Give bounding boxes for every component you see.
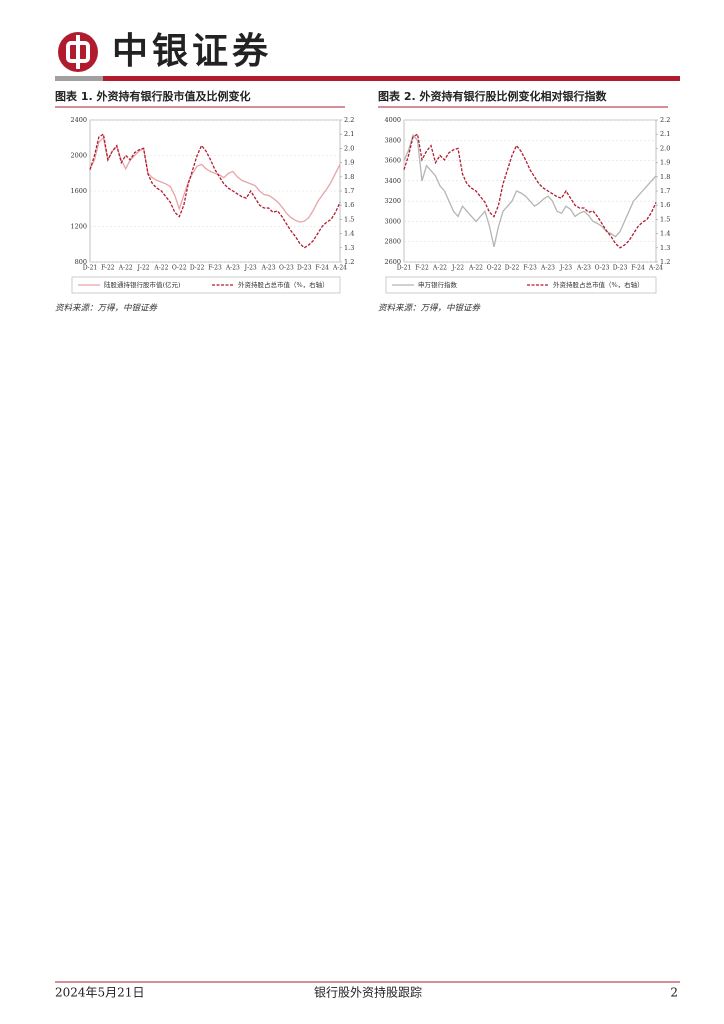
footer-date: 2024年5月21日	[55, 986, 144, 1000]
logo	[58, 32, 98, 72]
x-tick-label: A-23	[225, 265, 240, 272]
y2-tick-label: 1.9	[660, 159, 670, 167]
y2-tick-label: 1.3	[344, 244, 354, 252]
y2-tick-label: 1.9	[344, 159, 354, 167]
x-tick-label: A-22	[153, 265, 168, 272]
y2-tick-label: 2.1	[660, 130, 670, 138]
legend-label: 外资持股占总市值（%，右轴）	[553, 280, 644, 289]
y-tick-label: 4000	[384, 116, 401, 124]
x-tick-label: A-22	[468, 265, 483, 272]
x-tick-label: O-22	[172, 265, 187, 272]
y2-tick-label: 2.2	[660, 116, 670, 124]
y2-tick-label: 1.6	[660, 201, 670, 209]
y-tick-label: 800	[75, 258, 87, 266]
logo-bar	[76, 35, 80, 69]
y2-tick-label: 1.2	[344, 258, 354, 266]
y-tick-label: 2400	[70, 116, 87, 124]
x-tick-label: A-24	[332, 265, 347, 272]
y2-tick-label: 1.6	[344, 201, 354, 209]
chart-title: 图表 1. 外资持有银行股市值及比例变化	[55, 89, 251, 103]
y-tick-label: 3600	[384, 157, 401, 165]
x-tick-label: J-23	[244, 265, 257, 272]
y-tick-label: 2800	[384, 238, 401, 246]
y2-tick-label: 1.2	[660, 258, 670, 266]
y2-tick-label: 2.2	[344, 116, 354, 124]
x-tick-label: A-23	[540, 265, 555, 272]
y-tick-label: 1200	[70, 223, 87, 231]
x-tick-label: A-23	[576, 265, 591, 272]
y2-tick-label: 1.8	[660, 173, 670, 181]
y-tick-label: 2600	[384, 258, 401, 266]
x-tick-label: F-23	[208, 265, 222, 272]
x-tick-label: F-24	[631, 265, 645, 272]
legend-box	[71, 276, 341, 294]
legend-box	[385, 276, 657, 294]
y2-tick-label: 1.4	[660, 230, 670, 238]
y-tick-label: 3400	[384, 177, 401, 185]
source: 资料来源：万得，中银证券	[378, 303, 482, 314]
legend-label: 外资持股占总市值（%，右轴）	[238, 280, 329, 289]
x-tick-label: A-22	[432, 265, 447, 272]
x-tick-label: O-22	[487, 265, 502, 272]
y-tick-label: 3000	[384, 217, 401, 225]
series-line	[89, 136, 341, 223]
y2-tick-label: 2.0	[660, 144, 670, 152]
x-tick-label: D-23	[297, 265, 312, 272]
x-tick-label: D-22	[505, 265, 520, 272]
y2-tick-label: 1.7	[344, 187, 354, 195]
y2-tick-label: 2.0	[344, 144, 354, 152]
y-tick-label: 2000	[70, 152, 87, 160]
y2-tick-label: 1.4	[344, 230, 354, 238]
source: 资料来源：万得，中银证券	[55, 303, 159, 314]
chart-title: 图表 2. 外资持有银行股比例变化相对银行指数	[378, 89, 607, 103]
brand: 中银证券	[112, 30, 272, 72]
series-line	[403, 133, 657, 247]
x-tick-label: D-23	[613, 265, 628, 272]
legend-label: 陆股通持银行股市值(亿元)	[104, 280, 181, 289]
y2-tick-label: 1.7	[660, 187, 670, 195]
footer-report: 银行股外资持股跟踪	[314, 985, 422, 1000]
x-tick-label: J-23	[559, 265, 572, 272]
y-tick-label: 3200	[384, 197, 401, 205]
series-line	[403, 133, 657, 249]
x-tick-label: O-23	[595, 265, 610, 272]
x-tick-label: D-21	[83, 265, 98, 272]
y2-tick-label: 1.5	[660, 215, 670, 223]
x-tick-label: D-21	[397, 265, 412, 272]
header-rule-red	[103, 76, 680, 81]
footer-page: 2	[670, 986, 678, 1000]
y-tick-label: 1600	[70, 187, 87, 195]
y2-tick-label: 1.5	[344, 215, 354, 223]
x-tick-label: F-22	[101, 265, 115, 272]
y2-tick-label: 1.8	[344, 173, 354, 181]
y2-tick-label: 2.1	[344, 130, 354, 138]
x-tick-label: J-22	[137, 265, 150, 272]
x-tick-label: O-23	[279, 265, 294, 272]
x-tick-label: D-22	[190, 265, 205, 272]
plot-frame	[403, 119, 657, 263]
x-tick-label: F-22	[415, 265, 429, 272]
x-tick-label: A-24	[648, 265, 663, 272]
legend-label: 申万银行指数	[418, 280, 458, 289]
x-tick-label: F-24	[315, 265, 329, 272]
x-tick-label: A-22	[118, 265, 133, 272]
x-tick-label: F-23	[523, 265, 537, 272]
y-tick-label: 3800	[384, 136, 401, 144]
header-rule-gray	[55, 76, 103, 81]
x-tick-label: A-23	[261, 265, 276, 272]
y2-tick-label: 1.3	[660, 244, 670, 252]
x-tick-label: J-22	[451, 265, 464, 272]
